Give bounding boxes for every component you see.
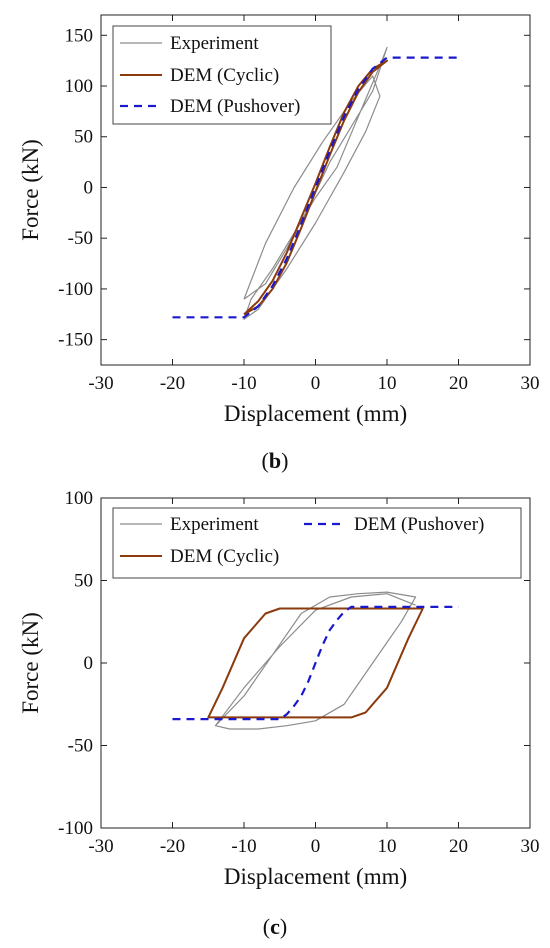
x-tick-label: -30 [88, 836, 113, 857]
chart-c: -30 -20 -10 0 10 20 30-100-50050100Displacemen… [18, 488, 540, 889]
caption-b: (b) [261, 448, 289, 473]
y-tick-label: 0 [84, 653, 94, 674]
series-dem-cyclic [207, 607, 424, 719]
legend-label: DEM (Pushover) [354, 514, 484, 535]
y-tick-label: -150 [58, 330, 93, 351]
y-tick-label: 100 [65, 488, 94, 509]
x-tick-label: -30 [88, 373, 113, 394]
caption-c-letter: c [270, 914, 280, 939]
x-tick-label: -10 [231, 836, 256, 857]
x-tick-label: 20 [449, 373, 468, 394]
legend-label: DEM (Cyclic) [170, 546, 279, 567]
caption-b-letter: b [268, 448, 282, 473]
x-tick-label: 30 [521, 836, 540, 857]
series-dem-cyclic [243, 59, 388, 316]
y-tick-label: -50 [68, 228, 93, 249]
y-tick-label: 50 [74, 127, 93, 148]
legend-label: Experiment [170, 514, 259, 535]
x-tick-label: 0 [311, 836, 321, 857]
y-tick-label: -100 [58, 818, 93, 839]
x-tick-label: 10 [378, 373, 397, 394]
x-axis-label: Displacement (mm) [224, 864, 407, 889]
x-tick-label: 10 [378, 836, 397, 857]
legend-label: DEM (Cyclic) [170, 65, 279, 86]
series-dem-pushover [172, 605, 459, 721]
chart-b: -30 -20 -10 0 10 20 30-150-100-50050100150Disp… [18, 14, 540, 426]
x-axis-label: Displacement (mm) [224, 401, 407, 426]
y-tick-label: 100 [65, 76, 94, 97]
x-tick-label: -20 [160, 373, 185, 394]
legend-label: DEM (Pushover) [170, 96, 300, 117]
series-experiment [214, 591, 417, 730]
caption-c: (c) [262, 914, 288, 939]
y-tick-label: 0 [84, 177, 94, 198]
y-tick-label: 150 [65, 25, 94, 46]
y-axis-label: Force (kN) [18, 139, 43, 241]
y-tick-label: -100 [58, 279, 93, 300]
x-tick-label: -20 [160, 836, 185, 857]
legend-label: Experiment [170, 33, 259, 54]
y-tick-label: -50 [68, 736, 93, 757]
y-axis-label: Force (kN) [18, 612, 43, 714]
legend-box [112, 507, 522, 579]
x-tick-label: -10 [231, 373, 256, 394]
x-tick-label: 30 [521, 373, 540, 394]
x-tick-label: 0 [311, 373, 321, 394]
x-tick-label: 20 [449, 836, 468, 857]
series-dem-pushover [172, 56, 459, 319]
y-tick-label: 50 [74, 571, 93, 592]
